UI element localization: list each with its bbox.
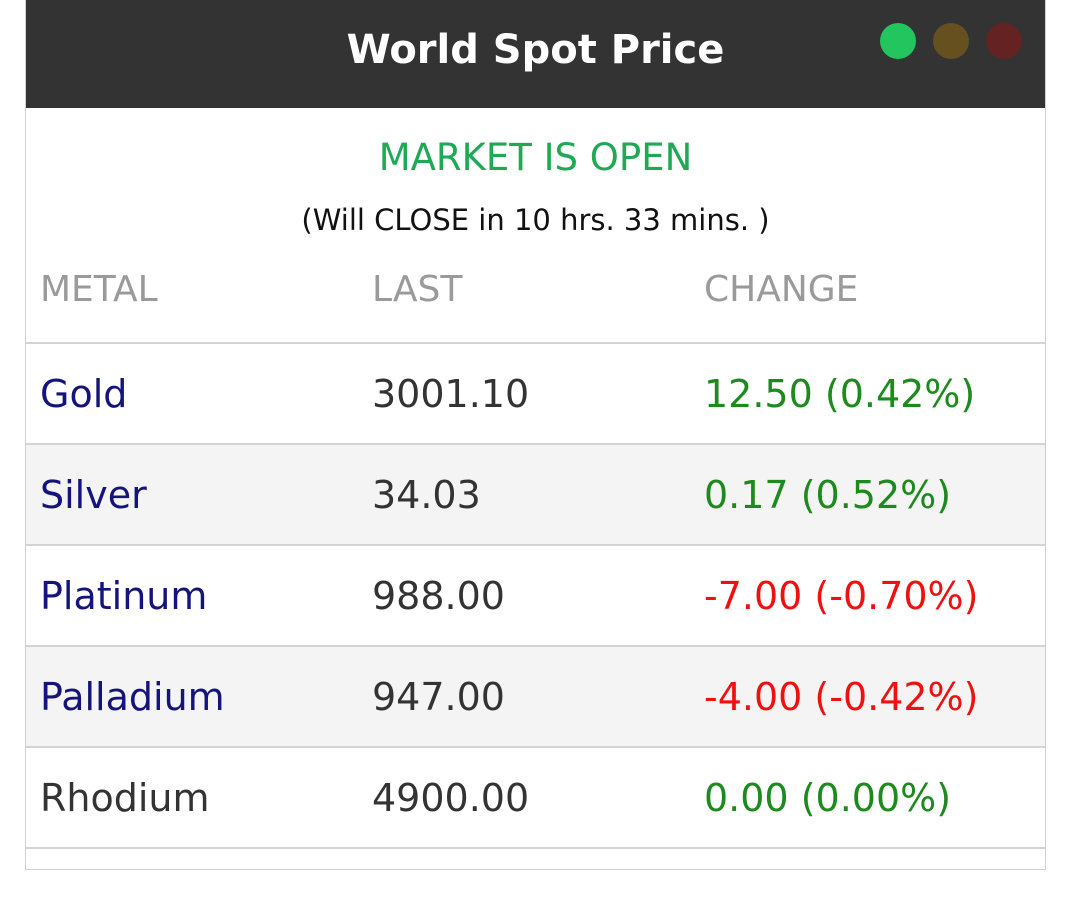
metal-name: Rhodium [40,776,210,820]
last-price: 34.03 [372,473,481,517]
price-change: 0.00 (0.00%) [704,776,952,820]
spot-price-widget: World Spot Price MARKET IS OPEN (Will CL… [25,0,1046,870]
last-price: 947.00 [372,675,505,719]
price-change: 12.50 (0.42%) [704,372,976,416]
column-header: CHANGE [704,269,859,310]
header-bar: World Spot Price [26,0,1045,108]
table-row: Gold 3001.10 12.50 (0.42%) [26,344,1045,445]
widget-title: World Spot Price [346,27,725,73]
close-countdown: (Will CLOSE in 10 hrs. 33 mins. ) [301,203,770,237]
table-body: Gold 3001.10 12.50 (0.42%) Silver 34.03 0.17 … [26,344,1045,849]
table-header: METAL LAST CHANGE [26,238,1045,344]
metal-name[interactable]: Platinum [40,574,208,618]
status-dot-amber [933,23,969,59]
price-change: -7.00 (-0.70%) [704,574,979,618]
metal-name[interactable]: Palladium [40,675,225,719]
metal-name[interactable]: Silver [40,473,147,517]
column-header: METAL [40,269,158,310]
market-status: MARKET IS OPEN [378,136,693,179]
last-price: 988.00 [372,574,505,618]
table-row: Silver 34.03 0.17 (0.52%) [26,445,1045,546]
table-row: Palladium 947.00 -4.00 (-0.42%) [26,647,1045,748]
column-header: LAST [372,269,463,310]
status-dot-red [986,23,1022,59]
last-price: 4900.00 [372,776,530,820]
last-price: 3001.10 [372,372,530,416]
status-dot-green [880,23,916,59]
price-change: -4.00 (-0.42%) [704,675,979,719]
table-row: Platinum 988.00 -7.00 (-0.70%) [26,546,1045,647]
table-row: Rhodium 4900.00 0.00 (0.00%) [26,748,1045,849]
price-change: 0.17 (0.52%) [704,473,952,517]
metal-name[interactable]: Gold [40,372,128,416]
